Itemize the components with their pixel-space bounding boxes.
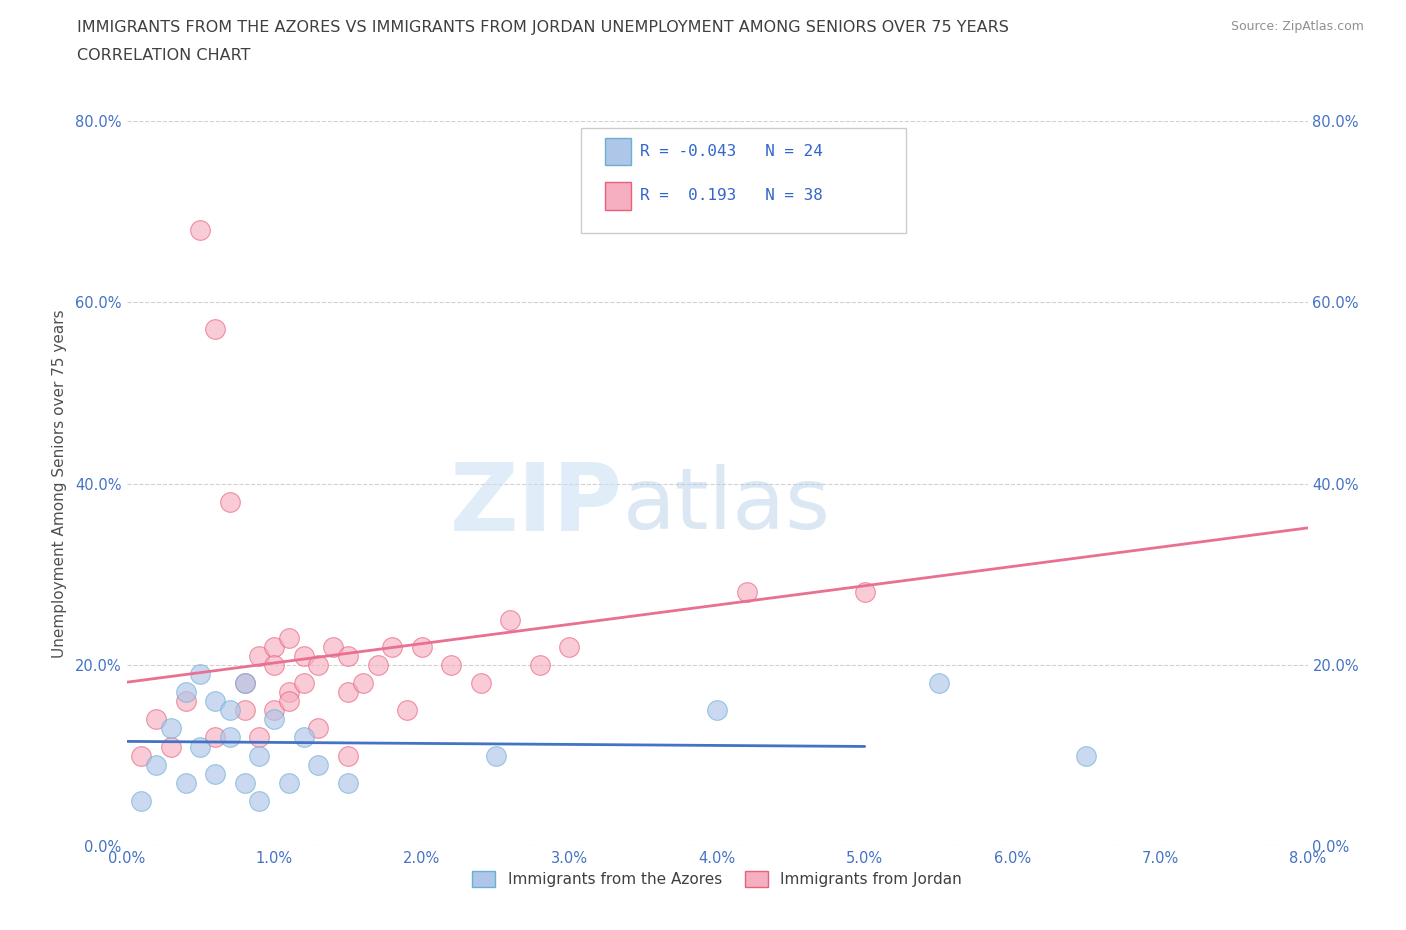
Point [337,684,360,699]
Point [249,730,271,745]
Point [292,730,315,745]
Point [440,658,463,672]
Point [129,793,153,808]
Point [499,612,522,627]
Point [322,640,344,655]
Point [219,703,242,718]
Bar [605,182,631,210]
Point [160,721,183,736]
Point [263,712,285,727]
Point [292,675,315,690]
Point [204,694,226,709]
Y-axis label: Unemployment Among Seniors over 75 years: Unemployment Among Seniors over 75 years [52,310,66,658]
Text: R = -0.043   N = 24: R = -0.043 N = 24 [640,144,823,159]
Point [188,739,212,754]
Text: IMMIGRANTS FROM THE AZORES VS IMMIGRANTS FROM JORDAN UNEMPLOYMENT AMONG SENIORS : IMMIGRANTS FROM THE AZORES VS IMMIGRANTS… [77,20,1010,35]
Point [188,222,212,237]
Point [1076,748,1098,763]
Point [352,675,374,690]
Point [337,748,360,763]
Point [307,721,329,736]
Point [307,658,329,672]
Point [337,648,360,663]
Point [411,640,433,655]
Text: Source: ZipAtlas.com: Source: ZipAtlas.com [1230,20,1364,33]
Point [219,730,242,745]
Point [381,640,404,655]
Point [706,703,728,718]
Text: ZIP: ZIP [450,459,623,551]
Point [292,648,315,663]
Point [204,766,226,781]
Bar [605,138,631,166]
Text: CORRELATION CHART: CORRELATION CHART [77,48,250,63]
Point [145,712,167,727]
Point [204,730,226,745]
Point [233,703,256,718]
Point [233,675,256,690]
Point [174,684,197,699]
Point [233,675,256,690]
Point [470,675,492,690]
Point [249,793,271,808]
Point [129,748,153,763]
Point [558,640,581,655]
Point [249,648,271,663]
Point [233,776,256,790]
Point [278,631,301,645]
Point [307,757,329,772]
Point [853,585,876,600]
Point [367,658,389,672]
FancyBboxPatch shape [581,128,905,233]
Point [145,757,167,772]
Point [263,640,285,655]
Point [278,694,301,709]
Point [529,658,551,672]
Point [249,748,271,763]
Text: R =  0.193   N = 38: R = 0.193 N = 38 [640,189,823,204]
Text: atlas: atlas [623,464,831,547]
Point [263,703,285,718]
Point [337,776,360,790]
Point [204,322,226,337]
Point [188,667,212,682]
Point [174,694,197,709]
Point [278,776,301,790]
Point [278,684,301,699]
Point [174,776,197,790]
Legend: Immigrants from the Azores, Immigrants from Jordan: Immigrants from the Azores, Immigrants f… [467,865,967,893]
Point [263,658,285,672]
Point [219,495,242,510]
Point [160,739,183,754]
Point [735,585,758,600]
Point [928,675,950,690]
Point [484,748,508,763]
Point [396,703,419,718]
